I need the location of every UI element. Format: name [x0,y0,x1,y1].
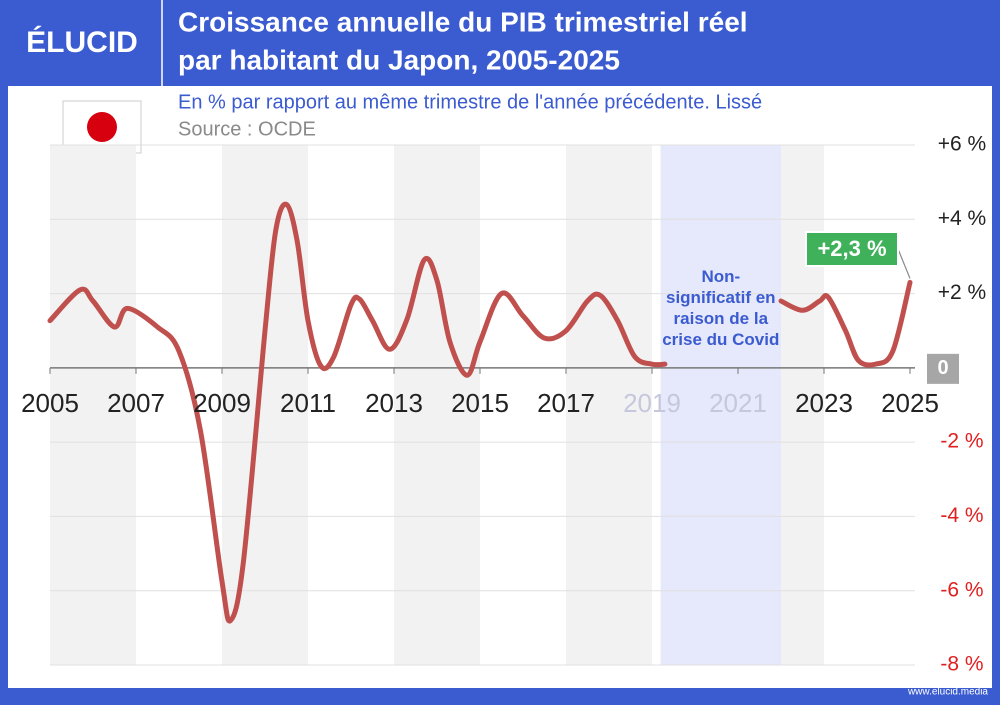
title-line: par habitant du Japon, 2005-2025 [178,44,620,75]
plot-area [47,144,915,666]
annotation-label: +2,3 % [817,236,886,261]
data-line [47,201,913,624]
x-tick-label: 2021 [709,388,767,418]
footer: www.elucid.media [907,687,988,698]
flag [62,100,142,154]
flag-disc [87,112,117,142]
source: Source : OCDE [178,118,316,140]
y-tick-label: +6 % [938,133,986,156]
y-tick-label: -6 % [940,578,983,601]
x-tick-label: 2015 [451,388,509,418]
annotation-box [805,231,899,267]
y-tick-label: -2 % [940,430,983,453]
x-tick-label: 2019 [623,388,681,418]
y-tick-label: -8 % [940,653,983,676]
year-band [394,145,480,665]
x-tick-label: 2023 [795,388,853,418]
y-tick-label: +2 % [938,281,986,304]
x-tick-label: 2011 [280,388,336,418]
y-tick-label: 0 [937,357,948,379]
panel [8,86,992,688]
x-tick-label: 2017 [537,388,595,418]
annotation-leader [897,248,911,279]
logo: ÉLUCID [26,25,138,59]
title-line: Croissance annuelle du PIB trimestriel r… [178,6,748,37]
covid-band [660,145,781,665]
subtitle: En % par rapport au même trimestre de l'… [178,91,762,113]
x-tick-label: 2005 [21,388,79,418]
covid-note: Non-significatif en raison de la crise d… [662,267,780,349]
zero-label-box [927,353,959,384]
x-tick-label: 2013 [365,388,423,418]
year-band [50,145,136,665]
x-tick-label: 2007 [107,388,165,418]
x-tick-label: 2025 [881,388,939,418]
y-tick-label: +4 % [938,207,986,230]
year-band [566,145,652,665]
y-tick-label: -4 % [940,504,983,527]
x-tick-label: 2009 [193,388,251,418]
